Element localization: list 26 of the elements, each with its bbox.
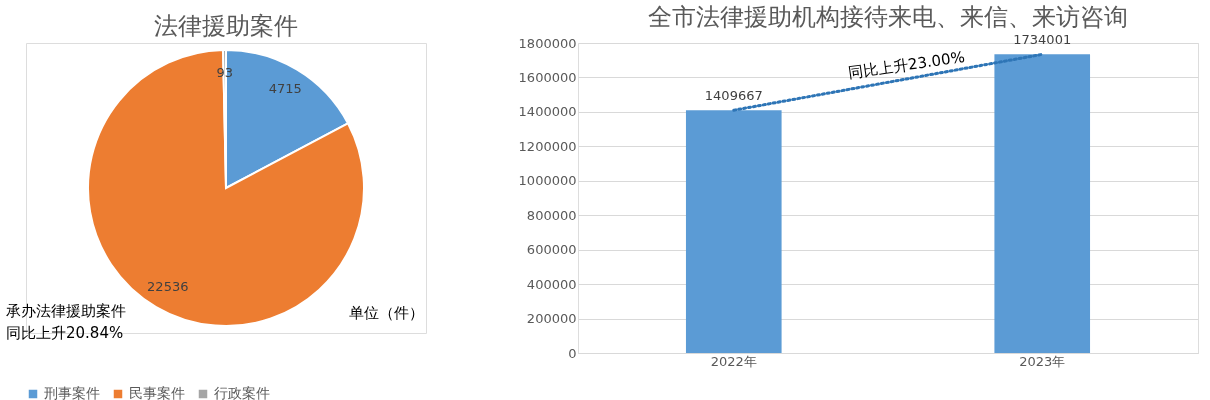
y-tick-label: 0 — [568, 345, 577, 361]
y-tick-label: 1400000 — [518, 104, 577, 120]
data-label: 4715 — [268, 81, 302, 97]
text: 承办法律援助案件 — [6, 302, 126, 320]
y-tick-label: 1800000 — [518, 35, 577, 51]
y-tick-label: 1600000 — [518, 69, 577, 85]
y-tick-label: 1000000 — [518, 173, 577, 189]
y-tick-label: 200000 — [526, 311, 577, 327]
y-tick-label: 1200000 — [518, 138, 577, 154]
chart-title: 全市法律援助机构接待来电、来信、来访咨询 — [648, 3, 1128, 32]
data-label: 22536 — [147, 279, 189, 295]
data-label: 1409667 — [704, 88, 763, 104]
x-tick-label: 2023年 — [1019, 353, 1066, 369]
x-tick-label: 2022年 — [710, 353, 757, 369]
y-tick-label: 600000 — [526, 242, 577, 258]
data-label: 93 — [216, 65, 234, 81]
text: 单位（件） — [348, 304, 424, 322]
legend-label: 刑事案件 — [44, 385, 100, 400]
legend-label: 民事案件 — [129, 385, 185, 400]
y-tick-label: 400000 — [526, 276, 577, 292]
y-tick-label: 800000 — [526, 207, 577, 223]
chart-title: 法律援助案件 — [154, 12, 298, 40]
text: 同比上升20.84% — [6, 324, 124, 342]
data-label: 1734001 — [1013, 32, 1072, 48]
legend-label: 行政案件 — [214, 385, 270, 400]
annotation: 同比上升23.00% — [847, 47, 966, 83]
